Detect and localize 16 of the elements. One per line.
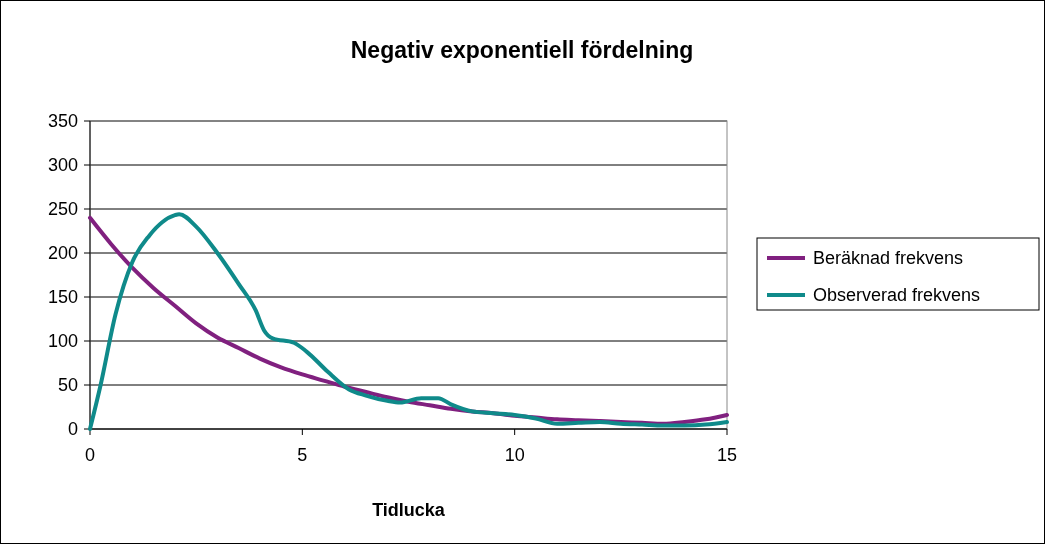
- y-tick-label: 50: [57, 375, 78, 396]
- x-tick-label: 5: [297, 445, 308, 465]
- y-tick-label: 100: [47, 331, 78, 352]
- legend-label: Beräknad frekvens: [813, 248, 964, 269]
- x-tick-label: 10: [504, 445, 525, 465]
- y-tick-label: 250: [47, 199, 78, 220]
- x-axis-title: Tidlucka: [372, 500, 446, 520]
- x-tick-label: 15: [716, 445, 738, 465]
- y-tick-label: 150: [47, 287, 78, 308]
- legend-label: Observerad frekvens: [813, 285, 981, 306]
- x-tick-label: 0: [84, 445, 96, 465]
- y-tick-label: 0: [67, 419, 78, 440]
- y-tick-label: 350: [47, 111, 78, 132]
- y-tick-label: 200: [47, 243, 78, 264]
- chart-title: Negativ exponentiell fördelning: [350, 37, 694, 63]
- y-tick-label: 300: [47, 155, 78, 176]
